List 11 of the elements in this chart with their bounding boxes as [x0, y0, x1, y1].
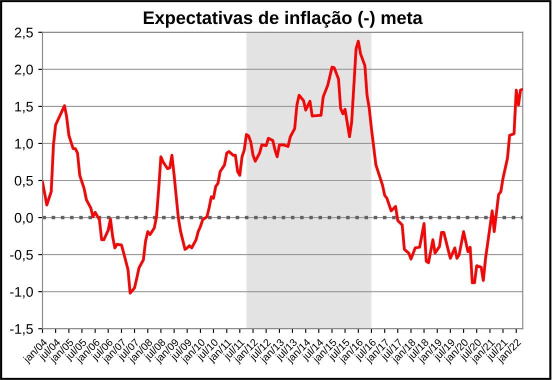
- y-tick-label: 0,5: [14, 176, 33, 188]
- y-tick-label: -0,5: [10, 250, 33, 262]
- line-series: [42, 40, 523, 295]
- y-tick-label: 0,0: [14, 212, 33, 224]
- y-tick-label: 1,5: [15, 102, 33, 114]
- y-tick-label: 1,0: [15, 138, 33, 150]
- y-tick-label: 2,0: [14, 64, 33, 76]
- y-tick-label: -1,5: [10, 324, 33, 336]
- y-tick-label: -1,0: [10, 286, 33, 298]
- chart-title: Expectativas de inflação (-) meta: [144, 10, 423, 28]
- y-tick-label: 2,5: [14, 28, 33, 40]
